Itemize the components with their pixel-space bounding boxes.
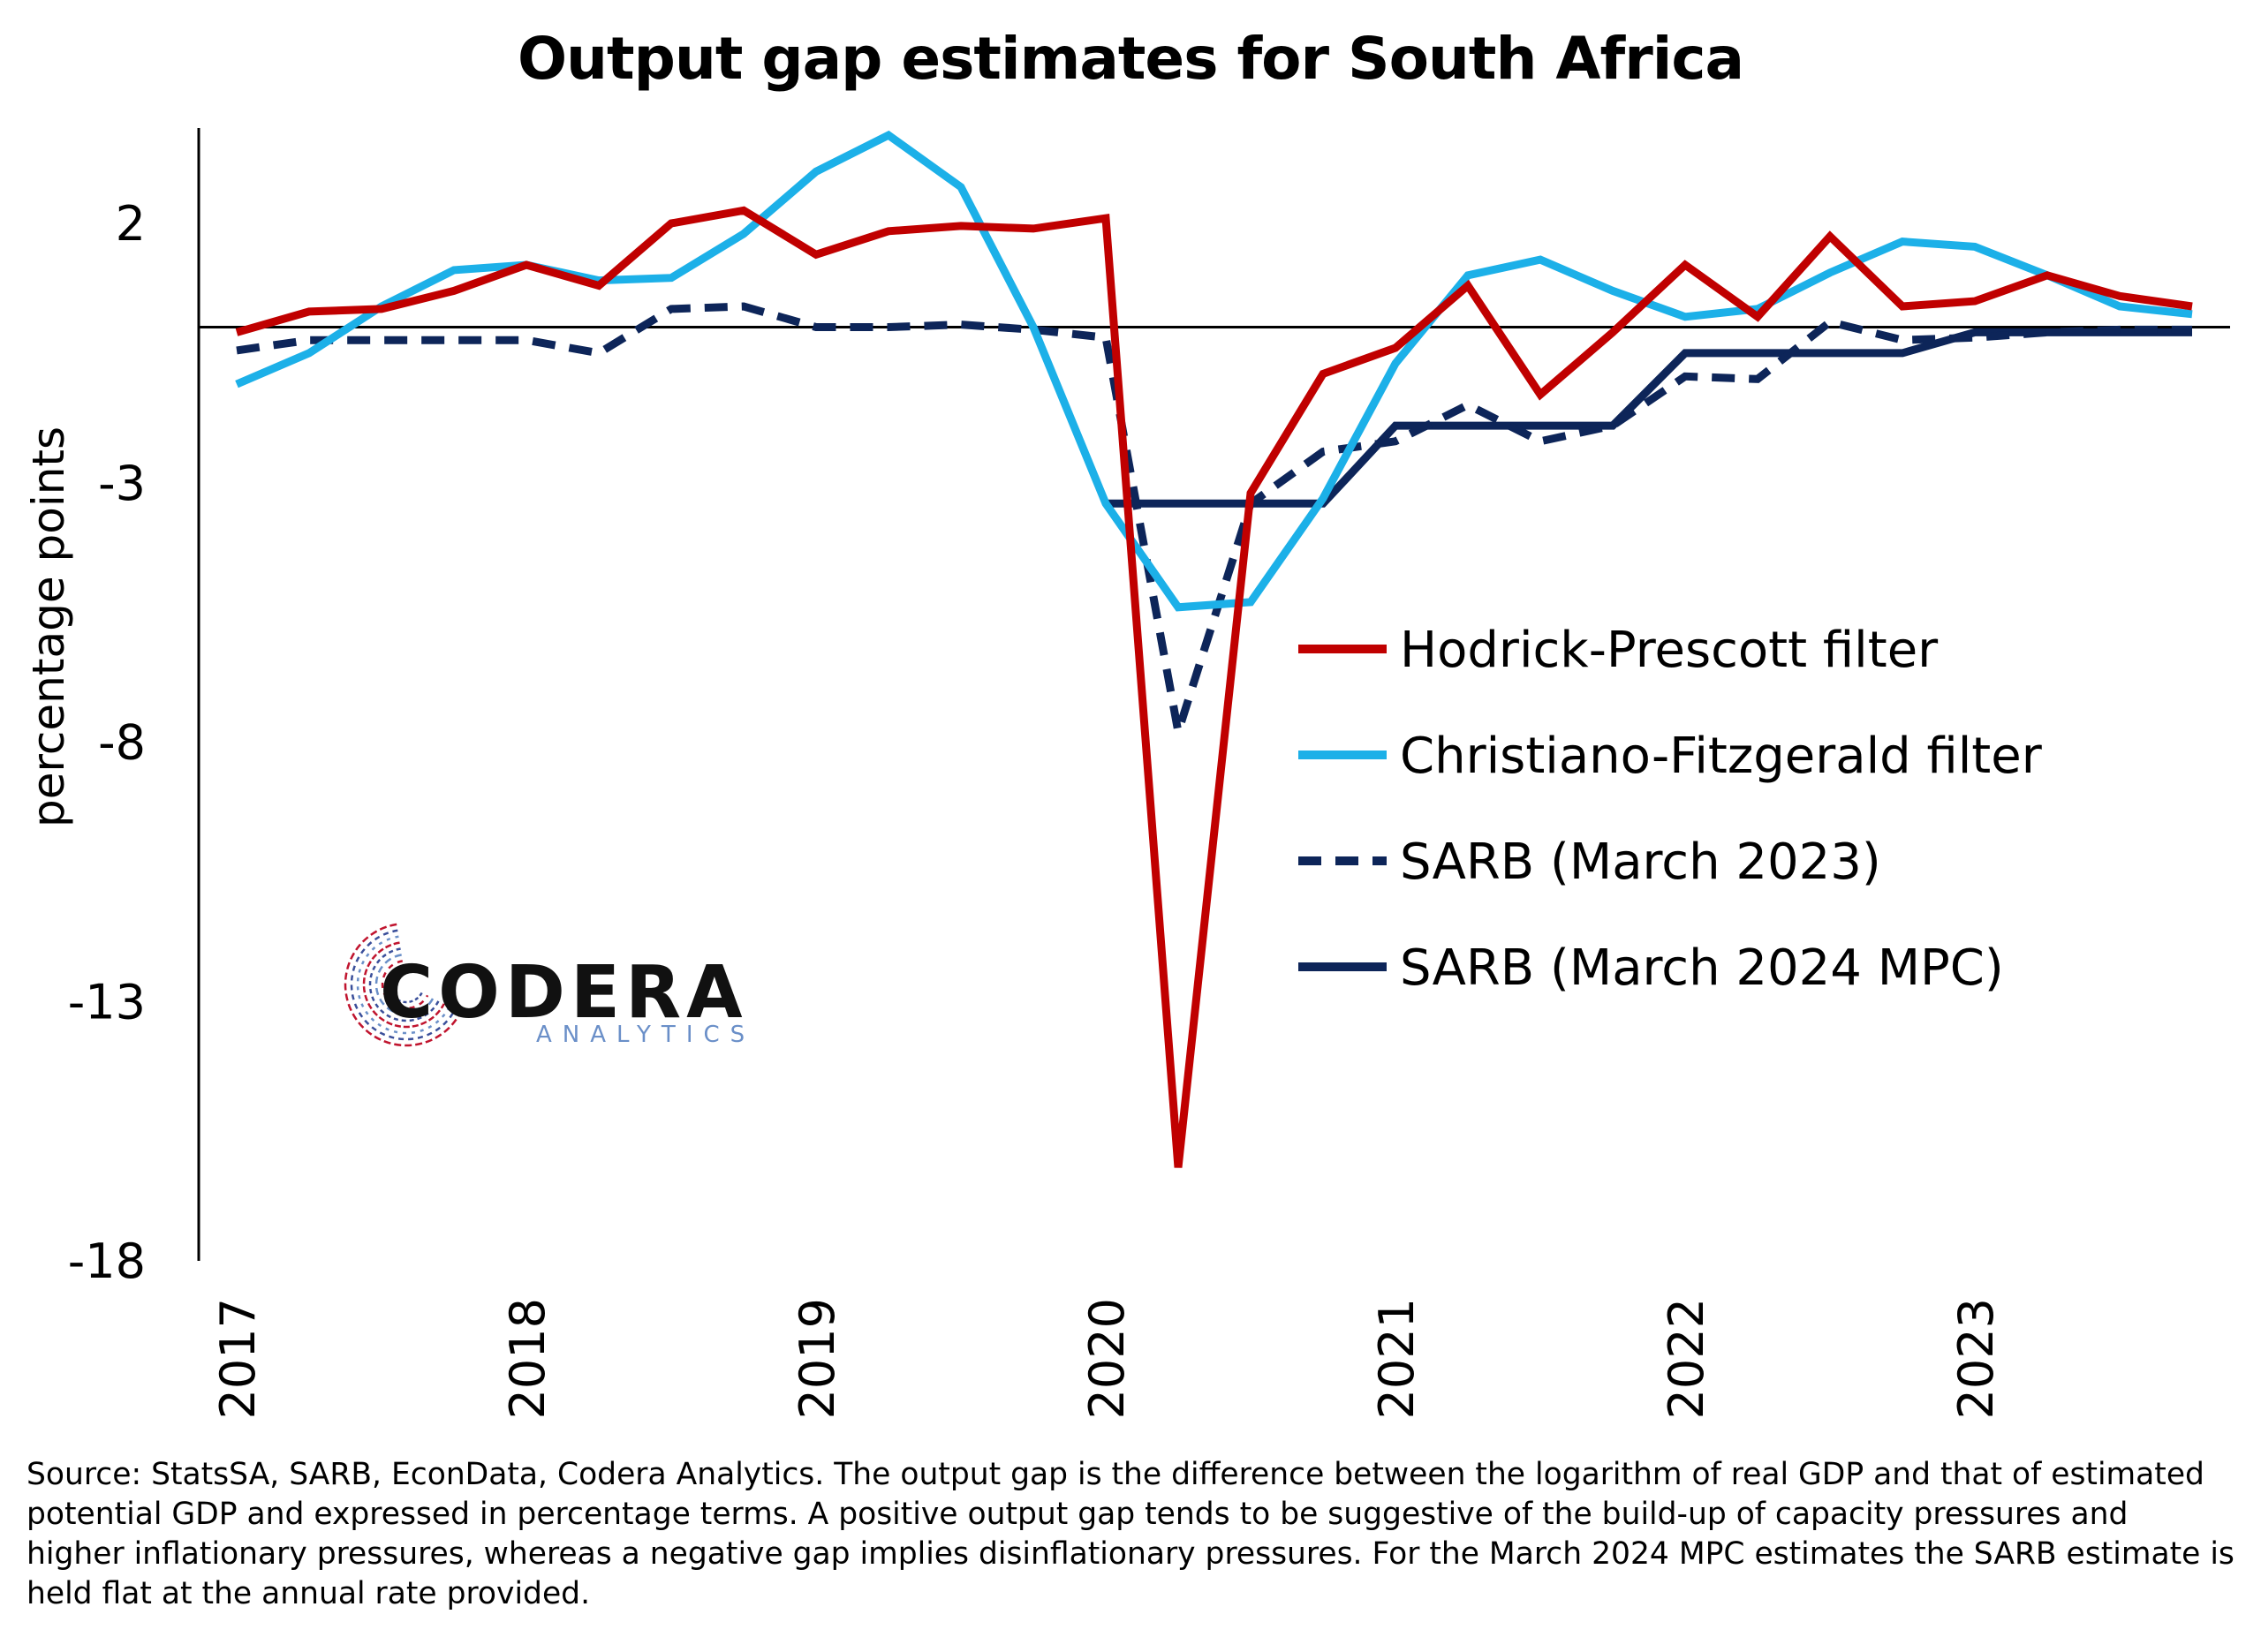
legend: Hodrick-Prescott filter Christiano-Fitzge…: [1298, 622, 2043, 997]
logo-wordmark: CODERA: [380, 951, 748, 1035]
y-axis-label: percentage points: [23, 426, 74, 827]
legend-label: SARB (March 2023): [1400, 834, 1881, 891]
legend-label: Hodrick-Prescott filter: [1400, 622, 1939, 679]
logo-arc: [350, 929, 457, 1041]
x-tick-label: 2017: [210, 1298, 266, 1419]
logo-arc: [381, 960, 429, 1010]
codera-logo-mark-icon: [344, 923, 462, 1047]
x-tick-label: 2023: [1948, 1298, 2004, 1419]
y-tick-label: -13: [68, 974, 146, 1030]
logo-arc: [368, 947, 440, 1022]
y-tick-labels: 2 -3 -8 -13 -18: [68, 196, 146, 1289]
series-line-hodrick-prescott-filter: [235, 206, 2193, 1168]
legend-label: SARB (March 2024 MPC): [1400, 939, 2004, 997]
x-tick-label: 2020: [1079, 1298, 1135, 1419]
y-tick-label: -8: [98, 715, 146, 771]
logo-arc: [344, 923, 462, 1047]
axes: [197, 128, 2230, 1261]
chart-title: Output gap estimates for South Africa: [517, 25, 1744, 93]
series-lines: [235, 130, 2193, 1168]
y-tick-label: 2: [116, 196, 146, 252]
x-tick-label: 2018: [500, 1298, 556, 1419]
logo-subtitle: ANALYTICS: [536, 1022, 756, 1048]
logo-arc: [374, 954, 435, 1016]
series-line-sarb-march-2024-mpc: [1106, 328, 2192, 508]
x-tick-labels: 2017 2018 2019 2020 2021 2022 2023: [210, 1298, 2004, 1419]
y-tick-label: -3: [98, 456, 146, 511]
codera-logo: CODERA ANALYTICS: [340, 914, 782, 1055]
logo-arc: [387, 966, 423, 1004]
x-tick-label: 2019: [790, 1298, 845, 1419]
legend-label: Christiano-Fitzgerald filter: [1400, 728, 2043, 785]
x-tick-label: 2021: [1369, 1298, 1425, 1419]
source-note: Source: StatsSA, SARB, EconData, Codera …: [26, 1457, 2235, 1611]
logo-arc: [362, 941, 445, 1029]
series-line-christiano-fitzgerald-filter: [235, 130, 2193, 612]
x-tick-label: 2022: [1659, 1298, 1714, 1419]
y-tick-label: -18: [68, 1233, 146, 1289]
logo-arc: [356, 935, 451, 1035]
